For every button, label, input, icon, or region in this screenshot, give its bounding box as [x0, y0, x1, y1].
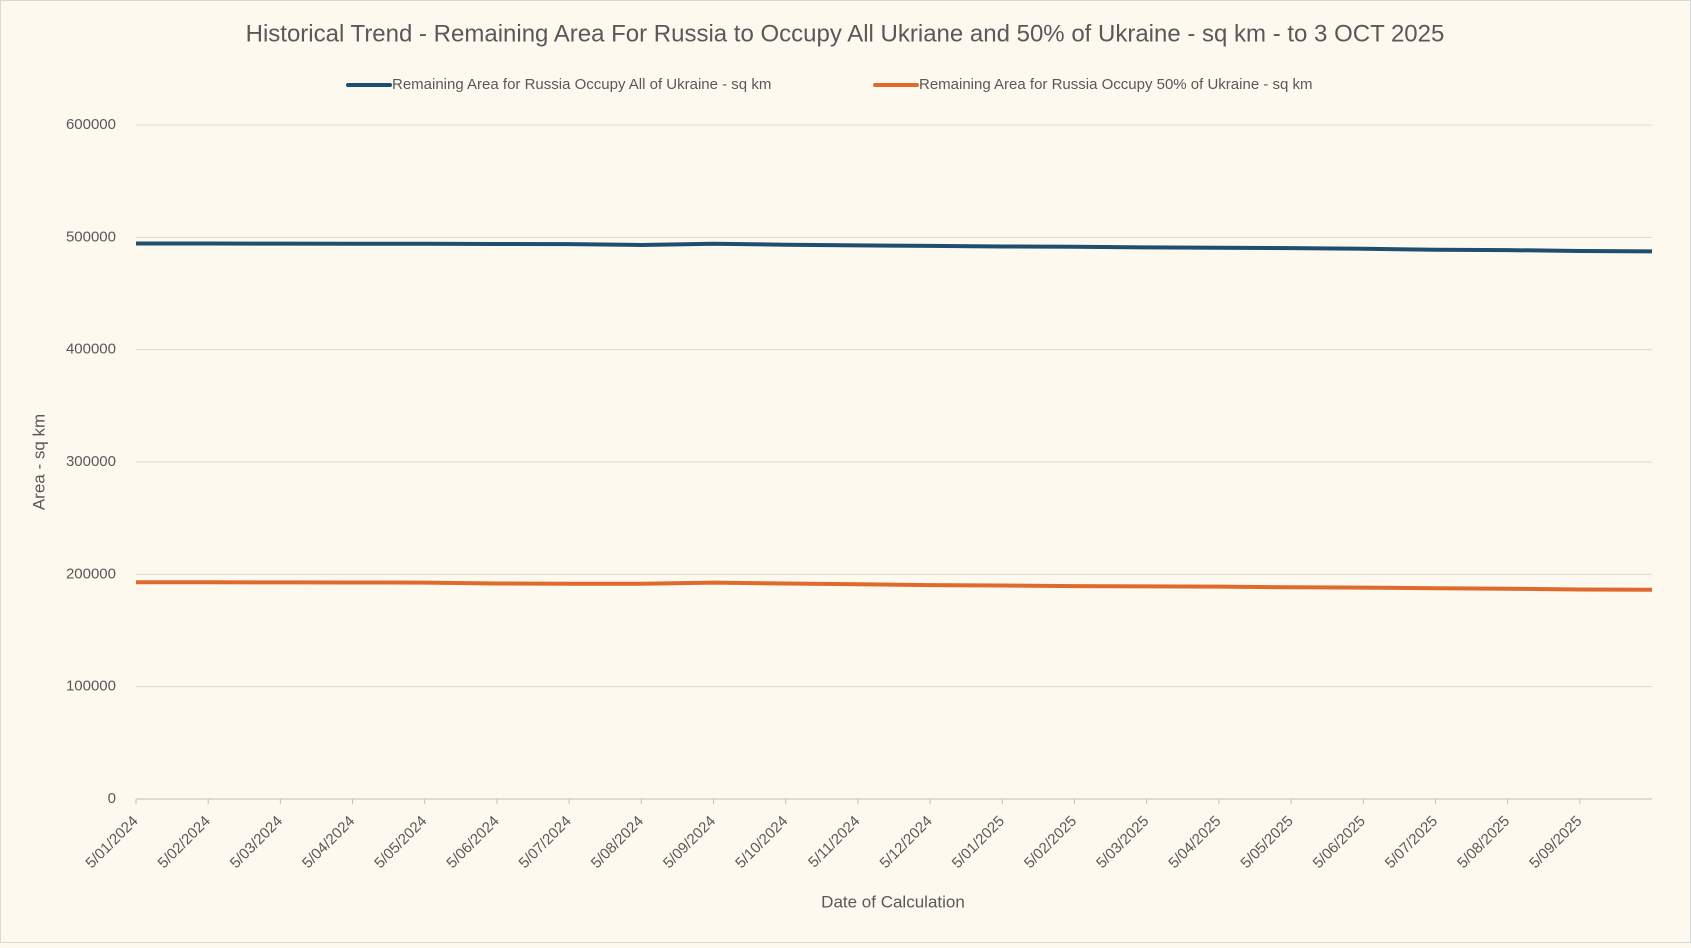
y-tick-label: 200000	[66, 565, 116, 582]
y-axis-title: Area - sq km	[29, 414, 48, 510]
y-tick-label: 600000	[66, 116, 116, 133]
y-tick-label: 300000	[66, 453, 116, 470]
series-line	[136, 580, 1653, 592]
x-axis-title: Date of Calculation	[821, 892, 965, 911]
y-tick-label: 500000	[66, 228, 116, 245]
y-tick-label: 0	[108, 790, 116, 807]
chart-title: Historical Trend - Remaining Area For Ru…	[246, 20, 1445, 47]
legend-label: Remaining Area for Russia Occupy All of …	[392, 76, 771, 93]
y-tick-label: 400000	[66, 341, 116, 358]
series-line	[136, 241, 1653, 254]
legend-label: Remaining Area for Russia Occupy 50% of …	[919, 76, 1313, 93]
y-tick-label: 100000	[66, 678, 116, 695]
